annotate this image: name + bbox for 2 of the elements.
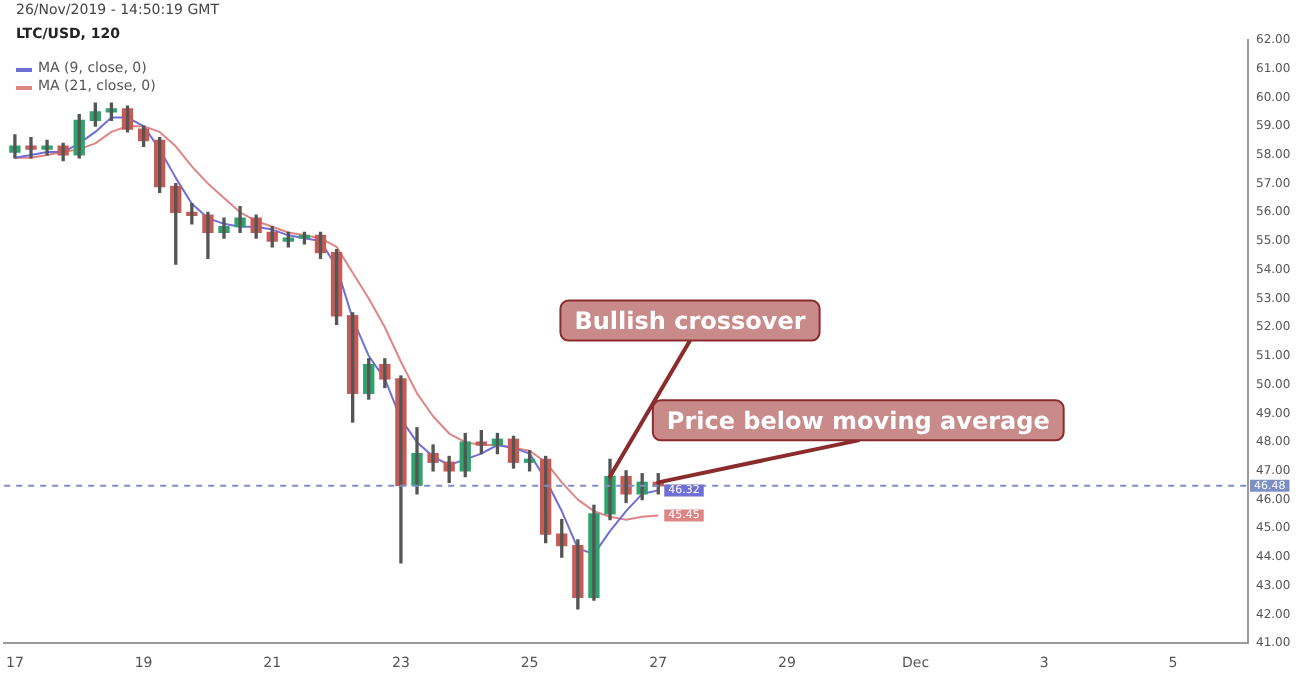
annotation: Bullish crossover [574, 306, 806, 335]
annotation: Price below moving average [666, 406, 1050, 435]
